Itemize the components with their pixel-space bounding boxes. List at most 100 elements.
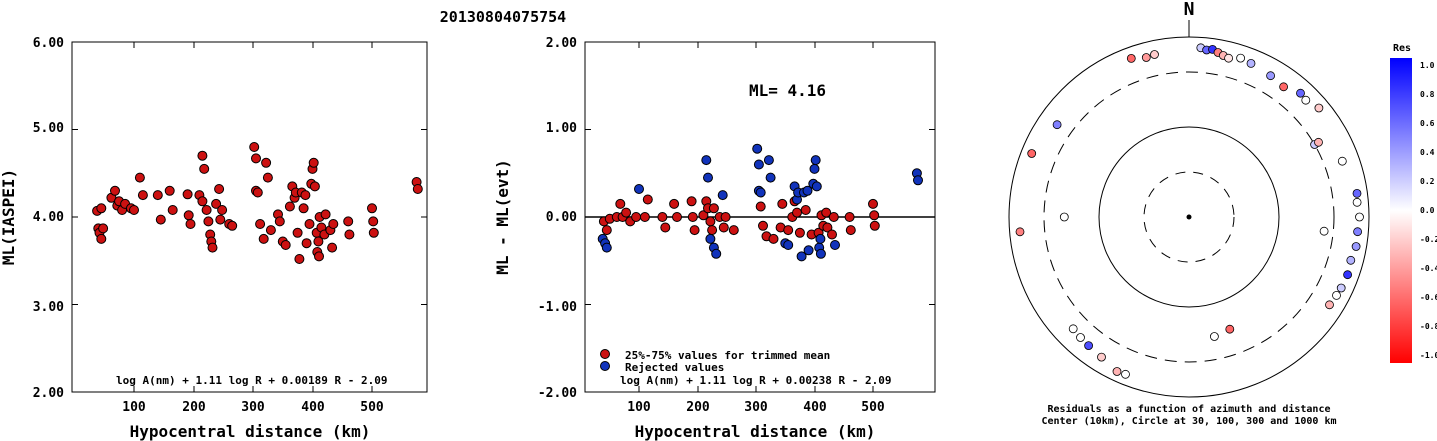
data-point (705, 216, 716, 227)
left-formula: log A(nm) + 1.11 log R + 0.00189 R - 2.0… (116, 374, 388, 387)
data-point (821, 207, 832, 218)
left-xtick-label: 200 (182, 400, 206, 415)
data-point (783, 225, 794, 236)
left-xtick-label: 500 (360, 400, 384, 415)
data-point (752, 143, 763, 154)
data-point (1352, 188, 1362, 198)
polar-panel: N Residuals as a function of azimuth and… (1008, 0, 1370, 427)
left-y-axis: 6.00 5.00 4.00 3.00 2.00 (33, 36, 64, 401)
middle-y-axis: 2.00 1.00 0.00 -1.00 -2.00 (538, 36, 577, 401)
data-point (313, 236, 324, 247)
legend-trimmed-marker (600, 349, 610, 359)
data-point (367, 203, 377, 214)
data-point (631, 212, 642, 222)
data-point (301, 238, 312, 249)
left-ytick-label: 3.00 (33, 300, 64, 315)
legend-trimmed-label: 25%-75% values for trimmed mean (625, 349, 830, 362)
middle-xtick-label: 300 (744, 400, 768, 415)
data-point (265, 225, 276, 236)
data-point (164, 185, 175, 196)
data-point (615, 198, 626, 209)
left-xtick-label: 100 (122, 400, 146, 415)
data-point (634, 184, 644, 194)
colorbar-tick-label: -0.8 (1420, 322, 1437, 331)
data-point (255, 219, 266, 229)
data-point (344, 229, 355, 240)
ml-event-label: ML= 4.16 (749, 81, 826, 100)
data-point (810, 155, 821, 166)
data-point (134, 172, 145, 183)
data-point (1121, 369, 1130, 379)
data-point (1150, 50, 1159, 59)
center-dot (1186, 214, 1192, 220)
polar-caption-line2: Center (10km), Circle at 30, 100, 300 an… (1041, 415, 1336, 427)
data-point (261, 157, 272, 168)
data-point (327, 242, 338, 253)
data-point (252, 187, 263, 198)
colorbar-tick-label: 0.2 (1420, 177, 1435, 186)
data-point (262, 172, 273, 183)
middle-y-axis-label: ML - ML(evt) (493, 159, 512, 275)
middle-xtick-label: 400 (803, 400, 827, 415)
data-point (314, 251, 324, 262)
data-point (763, 155, 774, 166)
data-point (794, 227, 805, 238)
left-ytick-label: 4.00 (33, 210, 64, 225)
data-point (1126, 54, 1136, 63)
colorbar-tick-label: -1.0 (1420, 351, 1437, 360)
data-point (868, 198, 878, 209)
data-point (1027, 149, 1037, 158)
middle-x-axis: 100 200 300 400 500 (627, 400, 885, 415)
middle-ytick-label: 0.00 (546, 210, 577, 225)
middle-xtick-label: 200 (686, 400, 710, 415)
middle-panel: 2.00 1.00 0.00 -1.00 -2.00 100 200 300 4… (493, 36, 936, 441)
colorbar-title: Res (1393, 43, 1411, 54)
colorbar-tick-label: 0.6 (1420, 119, 1435, 128)
ring-30km (1143, 171, 1235, 263)
figure-title: 20130804075754 (440, 8, 566, 26)
data-point (155, 214, 166, 225)
data-point (201, 205, 212, 215)
data-point (300, 190, 311, 201)
left-scatter-points (92, 142, 423, 264)
data-point (368, 216, 379, 227)
data-point (214, 184, 225, 194)
polar-scatter-points (1015, 43, 1364, 379)
data-point (129, 205, 139, 215)
data-point (1015, 227, 1025, 237)
data-point (768, 233, 779, 244)
data-point (869, 210, 880, 221)
data-point (717, 190, 728, 201)
data-point (765, 172, 776, 183)
data-point (815, 248, 826, 259)
data-point (298, 203, 309, 214)
north-label: N (1184, 0, 1195, 20)
colorbar-tick-label: 0.8 (1420, 90, 1435, 99)
data-point (660, 222, 671, 233)
ring-300km (1043, 71, 1335, 363)
data-point (827, 229, 837, 240)
data-point (1225, 324, 1235, 334)
colorbar-gradient (1390, 58, 1412, 363)
data-point (197, 150, 208, 161)
colorbar: Res 1.0 0.8 0.6 0.4 0.2 0.0 -0.2 -0.4 -0.6 -0.8 -1… (1390, 43, 1437, 363)
data-point (1325, 300, 1334, 310)
data-point (811, 181, 822, 192)
data-point (822, 222, 833, 233)
data-point (294, 254, 305, 264)
left-x-axis-label: Hypocentral distance (km) (130, 422, 371, 441)
data-point (320, 209, 331, 220)
data-point (718, 222, 729, 233)
data-point (211, 198, 222, 209)
data-point (1052, 120, 1062, 130)
data-point (711, 248, 722, 259)
data-point (309, 181, 320, 192)
data-point (96, 233, 107, 244)
middle-tick-marks (585, 41, 935, 393)
data-point (1319, 226, 1329, 236)
data-point (1068, 324, 1078, 334)
data-point (796, 251, 807, 262)
data-point (197, 196, 208, 207)
data-point (1352, 197, 1362, 207)
middle-ytick-label: 1.00 (546, 121, 577, 136)
